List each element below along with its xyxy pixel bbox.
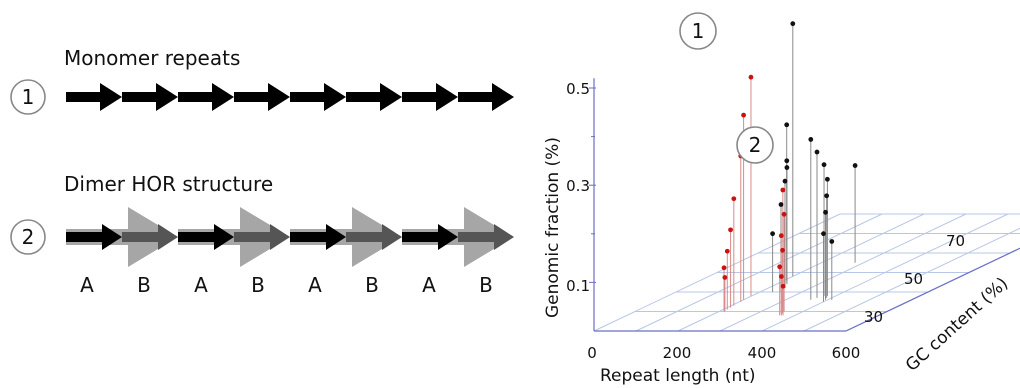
data-point xyxy=(824,193,830,199)
z-tick-30: 30 xyxy=(864,308,883,326)
callout-2: 2 xyxy=(736,126,774,164)
data-point xyxy=(748,74,754,80)
left-panel: Monomer repeats 1 Dimer HOR structure 2 … xyxy=(10,46,514,297)
monomer-letter: A xyxy=(308,273,322,297)
chart-marks xyxy=(721,21,858,316)
monomer-arrow xyxy=(122,83,178,111)
monomer-title: Monomer repeats xyxy=(64,46,240,70)
row1-number: 1 xyxy=(22,85,35,109)
monomer-a-arrow xyxy=(290,224,346,250)
data-point xyxy=(780,247,785,253)
x-tick-400: 400 xyxy=(748,344,777,362)
data-point xyxy=(852,163,858,168)
callout-1-number: 1 xyxy=(692,19,705,43)
monomer-letter: B xyxy=(137,273,151,297)
data-point xyxy=(777,264,783,270)
floor-grid-line xyxy=(677,213,925,332)
monomer-b-arrow xyxy=(458,224,514,250)
data-point xyxy=(784,122,790,128)
chart-floor-grid xyxy=(593,213,1020,332)
callout-1: 1 xyxy=(679,12,717,50)
floor-grid-line xyxy=(635,213,883,332)
monomer-b-arrow xyxy=(122,224,178,250)
row1-circle xyxy=(10,79,46,115)
dimer-arrow-row xyxy=(66,207,514,267)
z-axis-line xyxy=(845,247,1020,332)
data-point xyxy=(823,209,828,215)
z-tick-70: 70 xyxy=(946,232,965,250)
dimer-title: Dimer HOR structure xyxy=(64,172,273,196)
monomer-arrow xyxy=(290,83,346,111)
data-point xyxy=(790,21,796,27)
data-point xyxy=(782,178,788,184)
floor-grid-line xyxy=(761,213,1009,332)
monomer-a-arrow xyxy=(178,224,234,250)
data-point xyxy=(821,162,827,168)
monomer-arrow xyxy=(234,83,290,111)
z-tick-50: 50 xyxy=(904,270,923,288)
data-point xyxy=(778,202,784,207)
data-point xyxy=(780,187,786,193)
x-axis-label: Repeat length (nt) xyxy=(600,366,756,386)
data-point xyxy=(741,112,746,118)
monomer-arrow xyxy=(458,83,514,111)
monomer-arrow xyxy=(346,83,402,111)
data-point xyxy=(808,137,814,142)
y-tick-0-5: 0.5 xyxy=(566,80,590,98)
chart-panel: 1 2 Repeat length (nt) Genomic fraction … xyxy=(543,12,1020,386)
floor-grid-line xyxy=(719,213,967,332)
x-tick-600: 600 xyxy=(832,344,861,362)
z-axis-label: GC content (%) xyxy=(902,274,1012,376)
x-tick-200: 200 xyxy=(663,344,692,362)
data-point xyxy=(731,196,737,202)
monomer-arrow xyxy=(178,83,234,111)
data-point xyxy=(724,248,730,254)
data-point xyxy=(781,211,787,217)
x-tick-0: 0 xyxy=(587,344,597,362)
chart-axes xyxy=(589,78,1020,332)
data-point xyxy=(784,158,790,164)
monomer-b-arrow xyxy=(234,224,290,250)
monomer-a-arrow xyxy=(66,224,122,250)
monomer-letter: A xyxy=(80,273,94,297)
data-point xyxy=(770,231,775,237)
data-point xyxy=(821,231,826,237)
row1-number-badge: 1 xyxy=(10,79,46,115)
row2-circle xyxy=(10,219,46,255)
floor-grid-line xyxy=(803,227,1020,332)
data-point xyxy=(778,233,784,239)
data-point xyxy=(825,176,830,182)
data-point xyxy=(721,265,727,271)
monomer-arrow xyxy=(66,83,122,111)
data-point xyxy=(814,149,820,155)
y-tick-0-1: 0.1 xyxy=(566,277,590,295)
callout-2-number: 2 xyxy=(749,133,762,157)
row2-number-badge: 2 xyxy=(10,219,46,255)
callout-1-circle xyxy=(679,12,717,50)
monomer-letter: A xyxy=(194,273,208,297)
monomer-letter: B xyxy=(251,273,265,297)
monomer-b-arrow xyxy=(346,224,402,250)
monomer-letter: A xyxy=(422,273,436,297)
monomer-a-arrow xyxy=(402,224,458,250)
y-axis-label: Genomic fraction (%) xyxy=(543,137,563,318)
monomer-letter: B xyxy=(365,273,379,297)
row2-number: 2 xyxy=(22,225,35,249)
data-point xyxy=(722,275,728,280)
data-point xyxy=(728,227,733,233)
floor-grid-line xyxy=(593,213,841,332)
data-point xyxy=(784,165,790,170)
callout-2-circle xyxy=(736,126,774,164)
data-point xyxy=(829,239,835,244)
monomer-arrow-row xyxy=(66,83,514,111)
y-tick-0-3: 0.3 xyxy=(566,177,590,195)
monomer-letter: B xyxy=(479,273,493,297)
data-point xyxy=(778,274,784,279)
data-point xyxy=(780,283,786,289)
monomer-arrow xyxy=(402,83,458,111)
